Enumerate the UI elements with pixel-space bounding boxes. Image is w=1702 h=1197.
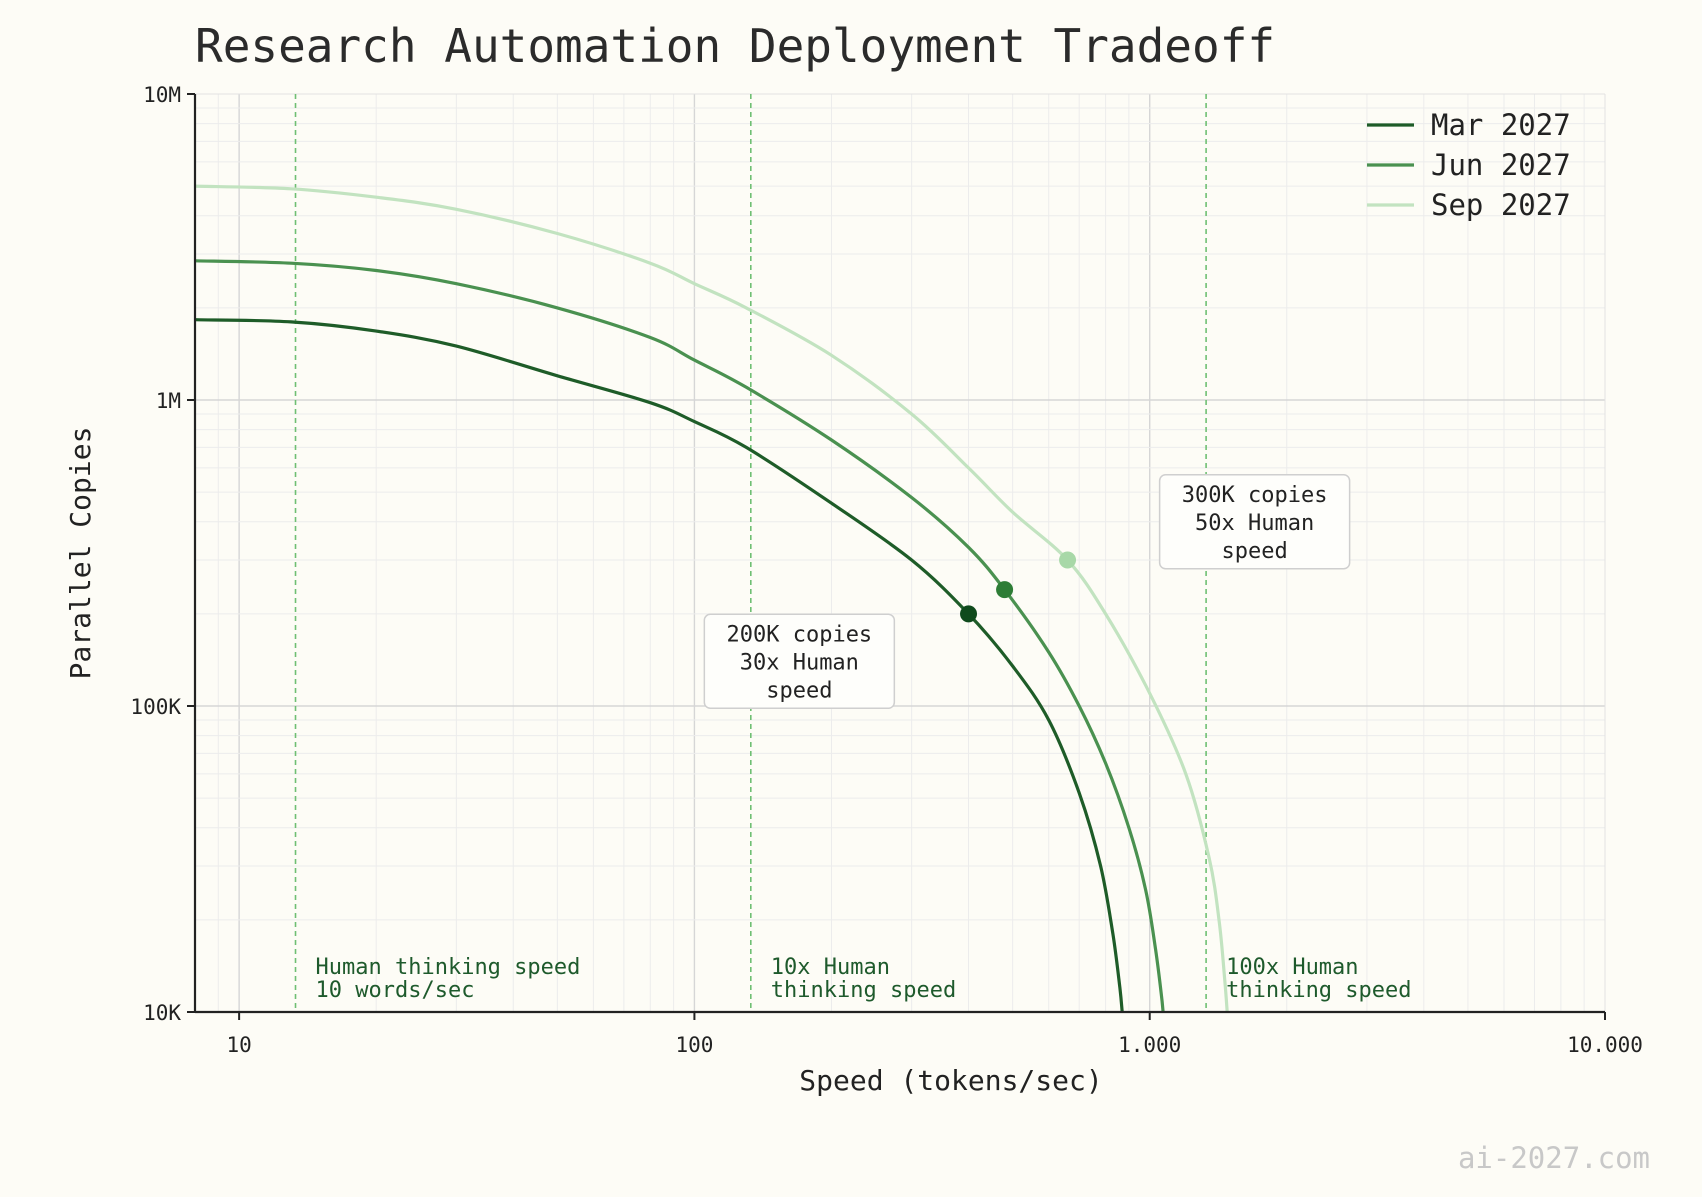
axes: 10 100 1.000 10.000 10K 100K 1M 10M [130,83,1643,1057]
data-point-marker [1059,551,1077,569]
y-axis-label: Parallel Copies [64,427,97,680]
reference-label: thinking speed [771,978,956,1003]
annotation-text: 300K copies [1182,483,1328,508]
reference-label: 100x Human [1226,955,1358,980]
series-line [194,259,1165,1013]
series-line [194,318,1124,1013]
legend-label: Mar 2027 [1431,108,1571,142]
footer-watermark: ai-2027.com [1458,1141,1650,1175]
series-line [194,184,1229,1013]
x-tick-label: 10 [226,1033,251,1057]
annotation-text: 30x Human [740,650,859,675]
annotation-box: 200K copies 30x Human speed [703,613,896,710]
reference-label: 10x Human [771,955,890,980]
y-tick-label: 1M [156,389,181,413]
x-axis-label: Speed (tokens/sec) [799,1064,1102,1097]
chart-title: Research Automation Deployment Tradeoff [195,19,1275,73]
data-point-marker [960,605,978,623]
y-tick-label: 100K [130,695,181,719]
annotation-background [703,613,896,710]
series-lines [194,184,1229,1013]
y-tick-label: 10M [143,83,181,107]
annotations: 200K copies 30x Human speed 300K copies 50x … [703,474,1351,710]
x-tick-label: 100 [675,1033,713,1057]
grid [195,93,1606,1012]
point-markers [960,551,1077,623]
annotation-background [1158,474,1351,570]
annotation-text: speed [766,678,832,703]
annotation-box: 300K copies 50x Human speed [1158,474,1351,570]
x-tick-label: 10.000 [1567,1033,1643,1057]
reference-label: thinking speed [1226,978,1411,1003]
legend-label: Jun 2027 [1431,148,1571,182]
legend: Mar 2027 Jun 2027 Sep 2027 [1367,108,1571,222]
annotation-text: 50x Human [1195,511,1314,536]
reference-label: Human thinking speed [316,955,581,980]
reference-label: 10 words/sec [316,978,475,1003]
annotation-text: speed [1222,539,1288,564]
x-tick-label: 1.000 [1118,1033,1181,1057]
legend-label: Sep 2027 [1431,188,1571,222]
data-point-marker [996,581,1014,599]
y-tick-label: 10K [143,1001,181,1025]
annotation-text: 200K copies [726,622,872,647]
